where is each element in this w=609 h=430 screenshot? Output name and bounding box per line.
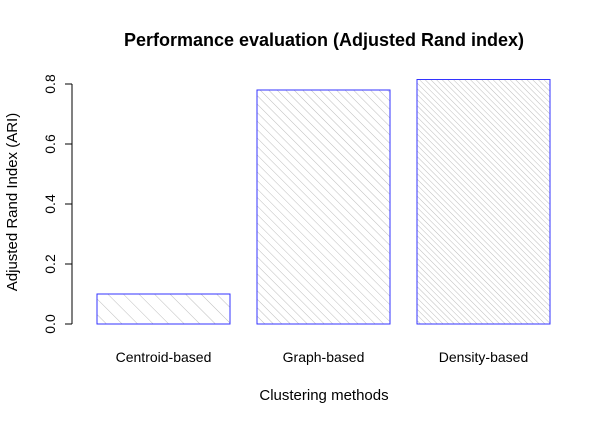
y-tick-label: 0.2 bbox=[42, 254, 58, 274]
y-axis: 0.0 0.2 0.4 0.6 0.8 bbox=[42, 74, 73, 334]
y-axis-title: Adjusted Rand Index (ARI) bbox=[4, 113, 21, 291]
x-axis-title: Clustering methods bbox=[259, 387, 388, 404]
y-tick-label: 0.8 bbox=[42, 74, 58, 94]
bar-series bbox=[96, 79, 551, 325]
bar-graph-based bbox=[256, 89, 391, 325]
x-tick-label: Centroid-based bbox=[116, 349, 212, 365]
y-tick-label: 0.4 bbox=[42, 194, 58, 214]
x-tick-label: Graph-based bbox=[283, 349, 365, 365]
chart-title: Performance evaluation (Adjusted Rand in… bbox=[124, 30, 524, 50]
bar-density-based bbox=[416, 79, 551, 325]
x-tick-labels: Centroid-based Graph-based Density-based bbox=[116, 349, 529, 365]
x-tick-label: Density-based bbox=[439, 349, 529, 365]
bar-centroid-based bbox=[96, 293, 231, 325]
y-tick-label: 0.6 bbox=[42, 134, 58, 154]
y-tick-label: 0.0 bbox=[42, 314, 58, 334]
